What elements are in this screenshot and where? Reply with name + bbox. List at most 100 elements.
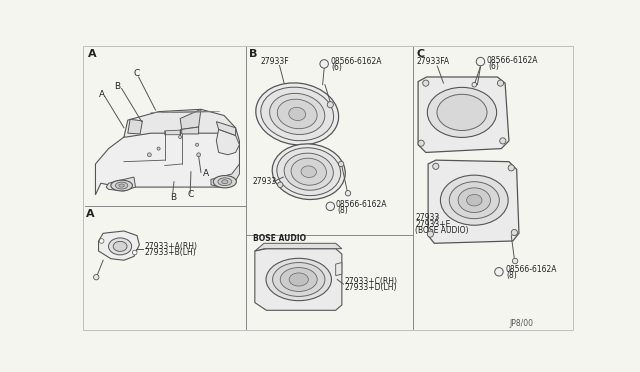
Circle shape xyxy=(511,230,517,235)
Text: 27933+B(LH): 27933+B(LH) xyxy=(145,248,196,257)
Circle shape xyxy=(157,147,160,150)
Circle shape xyxy=(132,250,137,255)
Circle shape xyxy=(327,102,333,108)
Polygon shape xyxy=(336,263,342,276)
Text: S: S xyxy=(328,204,332,209)
Text: 08566-6162A: 08566-6162A xyxy=(505,265,557,274)
Circle shape xyxy=(428,231,433,237)
Circle shape xyxy=(422,80,429,86)
Ellipse shape xyxy=(291,158,326,185)
Circle shape xyxy=(93,275,99,280)
Polygon shape xyxy=(418,77,509,153)
Ellipse shape xyxy=(428,87,497,137)
Circle shape xyxy=(320,60,328,68)
Text: 27933+C(RH): 27933+C(RH) xyxy=(345,277,398,286)
Ellipse shape xyxy=(221,180,228,184)
Circle shape xyxy=(278,182,283,187)
Ellipse shape xyxy=(218,178,232,186)
Circle shape xyxy=(495,267,503,276)
Ellipse shape xyxy=(284,153,333,190)
Polygon shape xyxy=(99,231,140,260)
Circle shape xyxy=(179,135,182,139)
Circle shape xyxy=(196,153,200,157)
Ellipse shape xyxy=(440,175,508,225)
Ellipse shape xyxy=(111,180,132,191)
Text: C: C xyxy=(417,49,425,59)
Polygon shape xyxy=(124,109,236,137)
Polygon shape xyxy=(211,164,239,187)
Text: 27933: 27933 xyxy=(253,177,276,186)
Ellipse shape xyxy=(115,182,128,189)
Circle shape xyxy=(346,190,351,196)
Ellipse shape xyxy=(266,258,332,301)
Text: 27933+D(LH): 27933+D(LH) xyxy=(345,283,397,292)
Ellipse shape xyxy=(449,182,499,219)
Text: BOSE AUDIO: BOSE AUDIO xyxy=(253,234,306,243)
Ellipse shape xyxy=(301,166,316,177)
Text: S: S xyxy=(479,59,483,64)
Ellipse shape xyxy=(213,176,236,188)
Ellipse shape xyxy=(272,144,345,199)
Circle shape xyxy=(418,140,424,146)
Text: JP8/00: JP8/00 xyxy=(509,319,533,328)
Circle shape xyxy=(472,82,477,87)
Text: 27933: 27933 xyxy=(415,214,439,222)
Polygon shape xyxy=(216,122,236,135)
Ellipse shape xyxy=(289,108,306,121)
Polygon shape xyxy=(182,127,198,134)
Text: (BOSE AUDIO): (BOSE AUDIO) xyxy=(415,226,468,235)
Circle shape xyxy=(500,138,506,144)
Circle shape xyxy=(99,239,104,243)
Text: 27933F: 27933F xyxy=(260,57,289,66)
Polygon shape xyxy=(164,130,180,135)
Text: 27933+E: 27933+E xyxy=(415,219,451,228)
Text: (8): (8) xyxy=(507,271,517,280)
Text: C: C xyxy=(188,190,194,199)
Text: B: B xyxy=(170,193,176,202)
Polygon shape xyxy=(216,129,239,155)
Ellipse shape xyxy=(273,263,325,296)
Text: A: A xyxy=(99,90,105,99)
Circle shape xyxy=(508,165,515,171)
Text: (6): (6) xyxy=(332,63,343,72)
Text: 27933+A(RH): 27933+A(RH) xyxy=(145,242,198,251)
Ellipse shape xyxy=(109,238,132,255)
Polygon shape xyxy=(95,122,239,195)
Text: A: A xyxy=(86,209,95,219)
Polygon shape xyxy=(428,160,519,243)
Circle shape xyxy=(513,258,518,264)
Text: 08566-6162A: 08566-6162A xyxy=(486,55,538,64)
Circle shape xyxy=(497,80,504,86)
Ellipse shape xyxy=(269,93,324,135)
Text: 08566-6162A: 08566-6162A xyxy=(336,199,387,209)
Ellipse shape xyxy=(289,273,308,286)
Text: 27933FA: 27933FA xyxy=(417,57,450,66)
Circle shape xyxy=(326,202,335,211)
Circle shape xyxy=(433,163,439,169)
Circle shape xyxy=(476,57,484,66)
Ellipse shape xyxy=(280,267,317,291)
Text: B: B xyxy=(114,83,120,92)
Ellipse shape xyxy=(119,184,124,187)
Circle shape xyxy=(339,161,344,167)
Text: (8): (8) xyxy=(337,206,348,215)
Text: A: A xyxy=(88,49,97,59)
Circle shape xyxy=(147,153,151,157)
Text: 08566-6162A: 08566-6162A xyxy=(330,57,382,66)
Polygon shape xyxy=(128,119,143,134)
Polygon shape xyxy=(180,109,201,129)
Text: S: S xyxy=(497,269,501,274)
Ellipse shape xyxy=(260,87,333,141)
Text: A: A xyxy=(202,170,209,179)
Text: C: C xyxy=(134,70,140,78)
Ellipse shape xyxy=(458,188,490,212)
Text: S: S xyxy=(322,61,326,66)
Ellipse shape xyxy=(277,148,340,196)
Text: B: B xyxy=(250,49,258,59)
Polygon shape xyxy=(106,177,136,191)
Circle shape xyxy=(196,143,198,146)
Ellipse shape xyxy=(277,99,317,129)
Polygon shape xyxy=(255,243,342,251)
Polygon shape xyxy=(255,249,342,310)
Text: (6): (6) xyxy=(488,62,499,71)
